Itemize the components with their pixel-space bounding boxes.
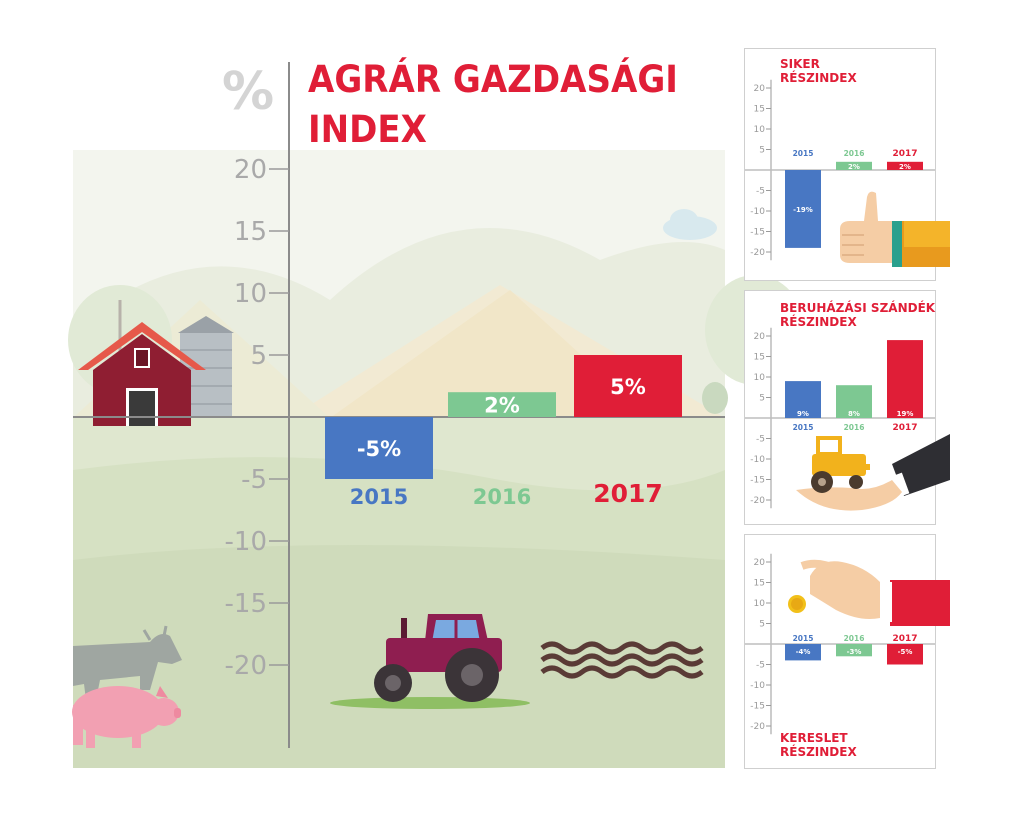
bar-2015 — [785, 170, 821, 248]
y-tick-label: 10 — [754, 599, 766, 609]
y-tick-label: 5 — [759, 146, 765, 156]
y-tick-label: -10 — [750, 455, 765, 465]
cow-icon — [73, 625, 182, 700]
y-tick-label: -5 — [241, 465, 267, 495]
category-label: 2017 — [892, 634, 917, 644]
bar-2017 — [574, 355, 682, 417]
siker-panel-title: SIKER RÉSZINDEX — [780, 57, 857, 85]
y-tick-label: -20 — [225, 651, 267, 681]
title-line-2: INDEX — [308, 108, 427, 151]
y-tick-label: 20 — [754, 84, 766, 94]
category-label: 2017 — [892, 149, 917, 159]
data-label: -5% — [898, 648, 913, 656]
category-label: 2015 — [793, 634, 814, 643]
y-tick-label: -15 — [225, 589, 267, 619]
y-tick-label: 10 — [754, 125, 766, 135]
y-tick-label: -10 — [750, 681, 765, 691]
bar-2016 — [836, 385, 872, 418]
beruhazasi-title-line-1: BERUHÁZÁSI SZÁNDÉK — [780, 301, 936, 315]
plowed-field-icon — [540, 641, 704, 679]
y-tick-label: 15 — [234, 217, 267, 247]
y-tick-label: -20 — [750, 248, 765, 258]
y-tick-label: 5 — [759, 620, 765, 630]
bar-2015 — [785, 644, 821, 661]
y-tick-label: 10 — [234, 279, 267, 309]
y-tick-label: -15 — [750, 476, 765, 486]
hand-with-coin-icon — [788, 559, 950, 626]
bar-2017 — [887, 161, 923, 170]
data-label: -3% — [847, 648, 862, 656]
y-tick-label: 15 — [754, 105, 765, 115]
y-tick-label: -5 — [756, 435, 765, 445]
data-label: 9% — [797, 410, 809, 418]
y-tick-label: -20 — [750, 722, 765, 732]
tractor-icon — [330, 614, 530, 709]
cloud-icon — [663, 209, 717, 240]
kereslet-title-line-1: KERESLET — [780, 731, 848, 745]
data-label: 2% — [484, 394, 520, 418]
kereslet-title-line-2: RÉSZINDEX — [780, 745, 857, 759]
bar-2017 — [887, 644, 923, 665]
barn-icon — [78, 322, 206, 426]
bar-2016 — [836, 644, 872, 657]
data-label: 19% — [897, 410, 914, 418]
category-label: 2017 — [593, 479, 663, 508]
y-tick-label: 15 — [754, 579, 765, 589]
hand-holding-tractor-icon — [796, 434, 950, 511]
bar-2017 — [887, 340, 923, 418]
siker-title-line-2: RÉSZINDEX — [780, 71, 857, 85]
pig-icon — [72, 686, 181, 748]
kereslet-panel-title: KERESLET RÉSZINDEX — [780, 731, 857, 759]
y-tick-label: -10 — [750, 207, 765, 217]
category-label: 2015 — [350, 485, 408, 509]
category-label: 2015 — [793, 149, 814, 158]
percent-axis-label: % — [222, 62, 275, 122]
bar-2015 — [325, 417, 433, 479]
bar-2015 — [785, 381, 821, 418]
data-label: -4% — [796, 648, 811, 656]
bar-2016 — [836, 161, 872, 170]
y-tick-label: -5 — [756, 661, 765, 671]
y-tick-label: 20 — [754, 558, 766, 568]
category-label: 2016 — [844, 149, 865, 158]
category-label: 2016 — [844, 423, 865, 432]
y-tick-label: 20 — [234, 155, 267, 185]
y-tick-label: 20 — [754, 332, 766, 342]
page-title: AGRÁR GAZDASÁGI INDEX — [308, 55, 678, 155]
beruhazasi-title-line-2: RÉSZINDEX — [780, 315, 857, 329]
data-label: -19% — [793, 206, 813, 214]
category-label: 2015 — [793, 423, 814, 432]
category-label: 2017 — [892, 423, 917, 433]
data-label: 5% — [610, 375, 646, 399]
y-tick-label: -15 — [750, 702, 765, 712]
data-label: -5% — [357, 437, 401, 461]
y-tick-label: 15 — [754, 353, 765, 363]
y-tick-label: -5 — [756, 187, 765, 197]
data-label: 2% — [848, 163, 860, 171]
y-tick-label: 10 — [754, 373, 766, 383]
y-tick-label: -10 — [225, 527, 267, 557]
data-label: 8% — [848, 410, 860, 418]
y-tick-label: 5 — [759, 394, 765, 404]
y-tick-label: 5 — [250, 341, 267, 371]
beruhazasi-panel-title: BERUHÁZÁSI SZÁNDÉK RÉSZINDEX — [780, 301, 935, 329]
thumbs-up-icon — [840, 191, 950, 267]
category-label: 2016 — [844, 634, 865, 643]
y-tick-label: -15 — [750, 228, 765, 238]
bar-2016 — [448, 392, 556, 417]
y-tick-label: -20 — [750, 496, 765, 506]
data-label: 2% — [899, 163, 911, 171]
category-label: 2016 — [473, 485, 531, 509]
title-line-1: AGRÁR GAZDASÁGI — [308, 58, 678, 101]
siker-title-line-1: SIKER — [780, 57, 820, 71]
